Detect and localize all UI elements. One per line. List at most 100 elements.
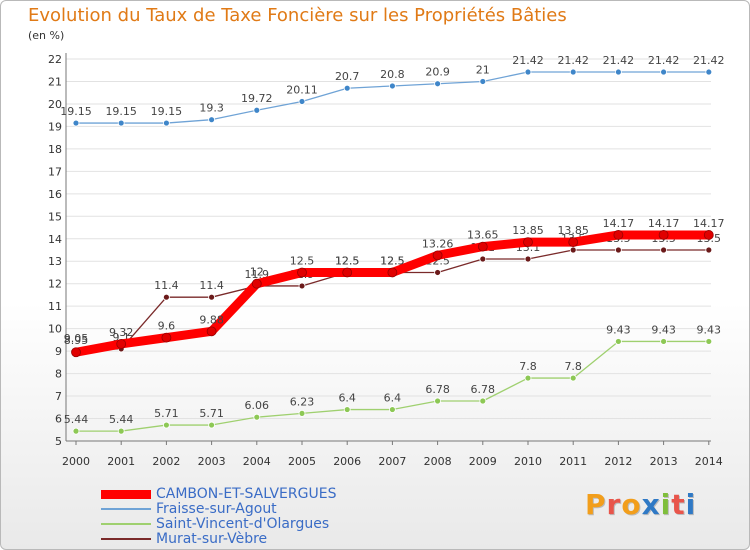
data-point-murat-sur-v-bre bbox=[524, 255, 532, 263]
data-label-saint-vincent-d-olargues: 9.43 bbox=[697, 323, 722, 336]
y-tick-label: 19 bbox=[48, 120, 62, 133]
data-label-cambon-et-salvergues: 12.5 bbox=[335, 254, 360, 267]
data-point-saint-vincent-d-olargues bbox=[162, 421, 170, 429]
data-label-cambon-et-salvergues: 12 bbox=[250, 266, 264, 279]
y-tick-label: 9 bbox=[55, 345, 62, 358]
x-tick-label: 2012 bbox=[604, 455, 632, 468]
data-point-cambon-et-salvergues bbox=[116, 339, 127, 349]
y-tick-label: 7 bbox=[55, 390, 62, 403]
y-tick-label: 15 bbox=[48, 210, 62, 223]
data-point-cambon-et-salvergues bbox=[251, 278, 262, 289]
y-tick-label: 11 bbox=[48, 300, 62, 313]
data-point-saint-vincent-d-olargues bbox=[660, 338, 667, 345]
data-label-fraisse-sur-agout: 21 bbox=[476, 63, 490, 76]
data-label-fraisse-sur-agout: 19.15 bbox=[60, 105, 92, 118]
data-label-fraisse-sur-agout: 21.42 bbox=[648, 54, 680, 67]
data-point-saint-vincent-d-olargues bbox=[343, 406, 351, 413]
data-label-fraisse-sur-agout: 19.15 bbox=[151, 105, 183, 118]
legend-label: CAMBON-ET-SALVERGUES bbox=[156, 486, 337, 502]
data-point-saint-vincent-d-olargues bbox=[72, 427, 80, 435]
x-tick-label: 2009 bbox=[469, 455, 497, 468]
y-tick-label: 16 bbox=[48, 188, 62, 201]
data-point-cambon-et-salvergues bbox=[613, 230, 624, 240]
y-tick-label: 22 bbox=[48, 53, 62, 66]
data-label-fraisse-sur-agout: 20.8 bbox=[380, 68, 405, 81]
data-point-murat-sur-v-bre bbox=[705, 246, 713, 254]
y-tick-label: 13 bbox=[48, 255, 62, 268]
data-label-saint-vincent-d-olargues: 9.43 bbox=[651, 323, 676, 336]
data-point-cambon-et-salvergues bbox=[523, 237, 533, 248]
data-point-murat-sur-v-bre bbox=[434, 269, 442, 276]
data-label-saint-vincent-d-olargues: 6.23 bbox=[290, 395, 315, 408]
data-point-murat-sur-v-bre bbox=[479, 255, 487, 263]
x-tick-label: 2007 bbox=[378, 455, 406, 468]
data-label-fraisse-sur-agout: 19.72 bbox=[241, 92, 273, 105]
x-tick-label: 2010 bbox=[514, 455, 542, 468]
proxiti-logo: Proxiti bbox=[585, 488, 696, 521]
data-label-saint-vincent-d-olargues: 6.06 bbox=[245, 399, 270, 412]
data-point-cambon-et-salvergues bbox=[658, 230, 669, 240]
data-label-murat-sur-v-bre: 11.4 bbox=[154, 279, 179, 292]
data-label-cambon-et-salvergues: 13.26 bbox=[422, 237, 454, 250]
data-label-murat-sur-v-bre: 9.05 bbox=[64, 332, 89, 345]
data-point-fraisse-sur-agout bbox=[569, 68, 577, 76]
x-tick-label: 2008 bbox=[424, 455, 452, 468]
data-label-cambon-et-salvergues: 13.65 bbox=[467, 229, 499, 242]
data-point-cambon-et-salvergues bbox=[161, 332, 172, 343]
legend-swatch bbox=[101, 508, 151, 510]
data-point-fraisse-sur-agout bbox=[615, 68, 622, 76]
data-point-fraisse-sur-agout bbox=[479, 78, 487, 85]
data-point-murat-sur-v-bre bbox=[569, 246, 577, 254]
y-tick-label: 10 bbox=[48, 323, 62, 336]
legend-swatch bbox=[101, 538, 151, 540]
x-tick-label: 2002 bbox=[152, 455, 180, 468]
data-label-cambon-et-salvergues: 9.6 bbox=[158, 320, 176, 333]
data-label-cambon-et-salvergues: 12.5 bbox=[380, 254, 405, 267]
data-point-cambon-et-salvergues bbox=[297, 267, 307, 278]
data-point-murat-sur-v-bre bbox=[660, 246, 667, 254]
data-label-saint-vincent-d-olargues: 6.78 bbox=[471, 383, 496, 396]
y-tick-label: 18 bbox=[48, 143, 62, 156]
data-point-murat-sur-v-bre bbox=[208, 293, 216, 301]
data-point-saint-vincent-d-olargues bbox=[569, 374, 577, 382]
data-point-fraisse-sur-agout bbox=[343, 84, 351, 92]
data-point-saint-vincent-d-olargues bbox=[253, 413, 261, 421]
legend-swatch bbox=[101, 523, 151, 525]
data-point-murat-sur-v-bre bbox=[615, 246, 622, 254]
data-label-cambon-et-salvergues: 12.5 bbox=[290, 254, 315, 267]
data-label-saint-vincent-d-olargues: 7.8 bbox=[519, 360, 537, 373]
data-point-cambon-et-salvergues bbox=[432, 250, 443, 261]
legend-label: Fraisse-sur-Agout bbox=[156, 501, 277, 517]
data-label-saint-vincent-d-olargues: 6.4 bbox=[338, 392, 356, 405]
data-point-saint-vincent-d-olargues bbox=[615, 338, 622, 345]
data-point-fraisse-sur-agout bbox=[298, 98, 306, 105]
data-point-murat-sur-v-bre bbox=[298, 282, 306, 290]
data-label-murat-sur-v-bre: 12.5 bbox=[380, 254, 405, 267]
x-tick-label: 2004 bbox=[243, 455, 271, 468]
y-tick-label: 21 bbox=[48, 75, 62, 88]
data-label-cambon-et-salvergues: 9.88 bbox=[199, 313, 224, 326]
y-tick-label: 12 bbox=[48, 278, 62, 291]
data-label-fraisse-sur-agout: 21.42 bbox=[693, 54, 725, 67]
y-tick-label: 17 bbox=[48, 165, 62, 178]
data-point-fraisse-sur-agout bbox=[434, 80, 442, 88]
data-point-fraisse-sur-agout bbox=[524, 68, 532, 76]
y-tick-label: 20 bbox=[48, 98, 62, 111]
x-tick-label: 2001 bbox=[107, 455, 135, 468]
data-point-saint-vincent-d-olargues bbox=[388, 406, 396, 413]
data-point-cambon-et-salvergues bbox=[206, 326, 217, 337]
data-point-saint-vincent-d-olargues bbox=[208, 421, 216, 429]
data-label-cambon-et-salvergues: 13.85 bbox=[557, 224, 589, 237]
data-label-cambon-et-salvergues: 8.95 bbox=[64, 334, 89, 347]
data-point-cambon-et-salvergues bbox=[342, 267, 353, 278]
data-point-fraisse-sur-agout bbox=[117, 119, 125, 127]
data-point-murat-sur-v-bre bbox=[162, 293, 170, 301]
data-point-cambon-et-salvergues bbox=[387, 267, 398, 278]
data-point-fraisse-sur-agout bbox=[162, 119, 170, 127]
logo-letter: r bbox=[606, 488, 622, 521]
legend-swatch bbox=[101, 489, 151, 499]
x-tick-label: 2011 bbox=[559, 455, 587, 468]
logo-letter: t bbox=[671, 488, 686, 521]
data-point-fraisse-sur-agout bbox=[253, 106, 261, 114]
